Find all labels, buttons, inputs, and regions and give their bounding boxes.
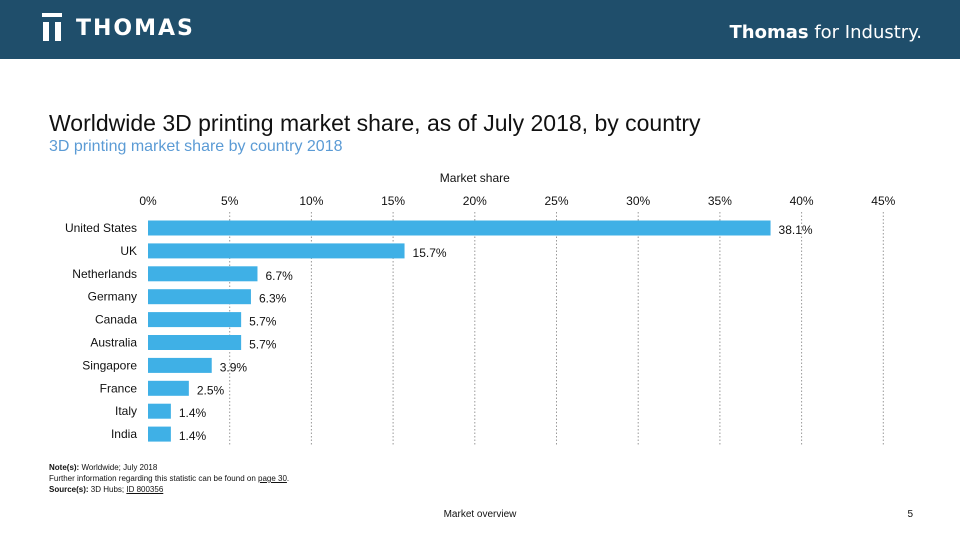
page-link[interactable]: page 30 xyxy=(258,474,287,483)
bar xyxy=(148,266,258,282)
tagline: Thomas for Industry. xyxy=(730,22,922,43)
category-label: India xyxy=(111,427,137,441)
category-label: Singapore xyxy=(82,358,137,372)
x-tick-label: 0% xyxy=(139,194,157,208)
thomas-logo[interactable]: THOMAS xyxy=(42,12,195,42)
category-label: United States xyxy=(65,221,137,235)
x-axis-title: Market share xyxy=(440,171,510,185)
bar xyxy=(148,220,771,236)
bar xyxy=(148,357,212,373)
x-tick-label: 35% xyxy=(708,194,732,208)
footer-section: Market overview xyxy=(443,509,517,520)
data-label: 1.4% xyxy=(179,406,207,420)
page-number: 5 xyxy=(907,509,913,520)
note-text: Worldwide; July 2018 xyxy=(79,463,158,472)
page-title: Worldwide 3D printing market share, as o… xyxy=(49,110,701,136)
logo-text: THOMAS xyxy=(76,16,195,41)
bar xyxy=(148,243,405,259)
bar xyxy=(148,289,251,305)
tagline-bold: Thomas xyxy=(729,22,809,43)
data-label: 5.7% xyxy=(249,315,277,329)
x-tick-label: 40% xyxy=(790,194,814,208)
x-tick-label: 15% xyxy=(381,194,405,208)
category-label: Italy xyxy=(115,404,137,418)
bar-chart: Market share 0% 5% 10% 15% 20% 25% 30% 35% 40% 45%… xyxy=(65,171,896,445)
x-tick-label: 25% xyxy=(544,194,568,208)
source-line: Source(s): 3D Hubs; ID 800356 xyxy=(49,484,289,495)
data-label: 6.3% xyxy=(259,292,287,306)
bar xyxy=(148,426,171,442)
tagline-rest: for Industry. xyxy=(808,22,922,43)
note-label: Note(s): xyxy=(49,463,80,472)
note-line: Note(s): Worldwide; July 2018 xyxy=(49,462,289,473)
page-subtitle: 3D printing market share by country 2018 xyxy=(49,138,343,155)
bar xyxy=(148,380,189,396)
category-label: Australia xyxy=(90,336,137,350)
category-label: Germany xyxy=(88,290,137,304)
data-label: 38.1% xyxy=(779,223,813,237)
source-id-link[interactable]: ID 800356 xyxy=(126,485,164,494)
further-end: . xyxy=(286,474,290,483)
header-bar: THOMAS Thomas for Industry. xyxy=(0,0,960,59)
source-label: Source(s): xyxy=(49,485,89,494)
data-label: 6.7% xyxy=(265,269,293,283)
source-text: 3D Hubs; xyxy=(88,485,127,494)
category-label: UK xyxy=(120,244,137,258)
notes-block: Note(s): Worldwide; July 2018 Further in… xyxy=(49,462,289,495)
data-label: 1.4% xyxy=(179,429,207,443)
x-tick-label: 45% xyxy=(871,194,895,208)
data-label: 5.7% xyxy=(249,338,277,352)
data-label: 3.9% xyxy=(220,360,248,374)
category-label: Netherlands xyxy=(72,267,137,281)
bar xyxy=(148,335,242,350)
data-label: 2.5% xyxy=(197,383,225,397)
x-tick-label: 5% xyxy=(221,194,239,208)
x-tick-label: 30% xyxy=(626,194,650,208)
further-line: Further information regarding this stati… xyxy=(49,473,289,484)
thomas-logo-icon xyxy=(42,13,62,41)
bar xyxy=(148,403,171,419)
data-label: 15.7% xyxy=(413,246,447,260)
x-tick-label: 20% xyxy=(463,194,487,208)
category-label: France xyxy=(100,381,138,395)
bar xyxy=(148,312,242,328)
further-text: Further information regarding this stati… xyxy=(49,474,258,483)
x-tick-label: 10% xyxy=(299,194,323,208)
category-label: Canada xyxy=(95,313,137,327)
